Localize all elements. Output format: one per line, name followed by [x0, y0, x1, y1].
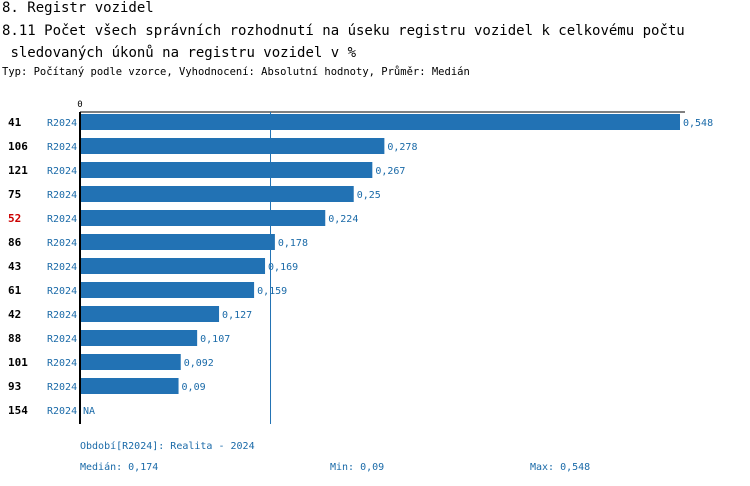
chart-subtitle: Typ: Počítaný podle vzorce, Vyhodnocení:…	[2, 66, 470, 78]
row-id-label: 88	[8, 332, 21, 345]
bar-value-label: NA	[83, 406, 95, 417]
row-id-label: 154	[8, 404, 28, 417]
row-period-label: R2024	[47, 382, 77, 393]
bar-value-label: 0,092	[184, 358, 214, 369]
row-period-label: R2024	[47, 214, 77, 225]
min-summary: Min: 0,09	[330, 462, 385, 473]
bar	[80, 282, 255, 298]
chart-title: 8.11 Počet všech správních rozhodnutí na…	[2, 23, 685, 61]
bar	[80, 234, 275, 250]
row-period-label: R2024	[47, 262, 77, 273]
bar-value-label: 0,25	[357, 190, 381, 201]
row-period-label: R2024	[47, 118, 77, 129]
row-id-label: 86	[8, 236, 22, 249]
row-period-label: R2024	[47, 406, 77, 417]
section-title: 8. Registr vozidel	[2, 0, 154, 16]
row-period-label: R2024	[47, 142, 77, 153]
bar	[80, 378, 179, 394]
row-id-label: 106	[8, 140, 28, 153]
bar-value-label: 0,107	[200, 334, 230, 345]
period-note: Období[R2024]: Realita - 2024	[80, 441, 255, 452]
row-id-label: 41	[8, 116, 22, 129]
axis-zero-label: 0	[77, 100, 82, 110]
row-id-label: 42	[8, 308, 21, 321]
row-period-label: R2024	[47, 310, 77, 321]
bar-value-label: 0,278	[387, 142, 417, 153]
bar-value-label: 0,224	[328, 214, 358, 225]
bar-value-label: 0,178	[278, 238, 308, 249]
bar	[80, 114, 680, 130]
bar	[80, 354, 181, 370]
row-id-label: 43	[8, 260, 21, 273]
bar	[80, 330, 198, 346]
bar	[80, 306, 220, 322]
max-summary: Max: 0,548	[530, 462, 591, 473]
bar-value-label: 0,09	[182, 382, 206, 393]
row-id-label: 121	[8, 164, 28, 177]
bar	[80, 138, 385, 154]
bar	[80, 210, 326, 226]
row-period-label: R2024	[47, 166, 77, 177]
bar-value-label: 0,159	[257, 286, 287, 297]
bar	[80, 162, 373, 178]
bar-value-label: 0,169	[268, 262, 298, 273]
bar-value-label: 0,267	[375, 166, 405, 177]
bar-value-label: 0,548	[683, 118, 713, 129]
row-id-label: 52	[8, 212, 21, 225]
row-id-label: 93	[8, 380, 21, 393]
row-id-label: 75	[8, 188, 21, 201]
bar-value-label: 0,127	[222, 310, 252, 321]
row-period-label: R2024	[47, 334, 77, 345]
row-period-label: R2024	[47, 286, 77, 297]
median-summary: Medián: 0,174	[80, 462, 159, 473]
row-period-label: R2024	[47, 358, 77, 369]
row-id-label: 61	[8, 284, 22, 297]
row-period-label: R2024	[47, 238, 77, 249]
row-period-label: R2024	[47, 190, 77, 201]
bar	[80, 258, 266, 274]
bar	[80, 186, 354, 202]
row-id-label: 101	[8, 356, 28, 369]
